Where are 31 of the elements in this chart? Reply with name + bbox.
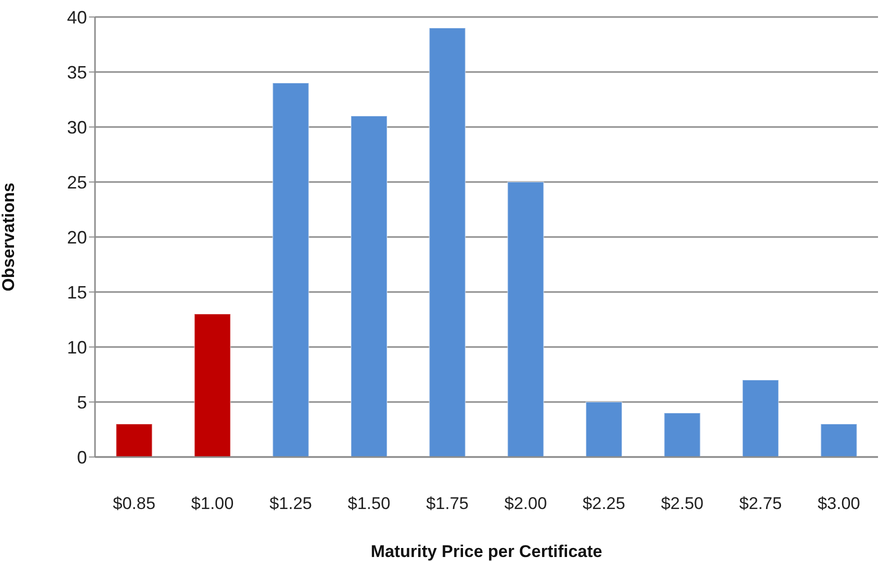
bar bbox=[116, 424, 153, 457]
y-tick-label: 0 bbox=[76, 447, 87, 468]
bar bbox=[428, 28, 466, 457]
x-tick-label: $2.25 bbox=[582, 494, 626, 514]
y-tick-label: 25 bbox=[66, 172, 87, 192]
x-tick-label: $1.75 bbox=[426, 494, 469, 514]
y-tick-label: 20 bbox=[66, 227, 87, 248]
bar bbox=[585, 402, 622, 457]
bar bbox=[350, 116, 388, 457]
x-tick-label: $1.50 bbox=[348, 494, 390, 514]
bar bbox=[664, 412, 701, 457]
bar bbox=[507, 182, 544, 457]
bar bbox=[820, 424, 858, 457]
y-tick-label: 5 bbox=[76, 392, 87, 412]
y-axis-title: Observations bbox=[0, 182, 18, 292]
bar bbox=[272, 82, 310, 457]
bar bbox=[194, 314, 231, 457]
y-tick-label: 30 bbox=[66, 117, 87, 138]
x-tick-label: $2.50 bbox=[660, 494, 704, 514]
x-tick-label: $2.00 bbox=[504, 494, 547, 514]
x-tick-label: $3.00 bbox=[818, 494, 860, 514]
y-tick-label: 15 bbox=[66, 282, 87, 302]
y-tick-label: 35 bbox=[66, 62, 87, 82]
x-axis-title: Maturity Price per Certificate bbox=[370, 542, 602, 561]
x-tick-label: $1.25 bbox=[269, 494, 312, 514]
y-tick-label: 40 bbox=[66, 7, 87, 28]
x-tick-label: $0.85 bbox=[112, 494, 156, 514]
x-tick-label: $1.00 bbox=[191, 494, 234, 514]
bar bbox=[742, 380, 780, 457]
x-tick-label: $2.75 bbox=[739, 494, 782, 514]
y-tick-label: 10 bbox=[66, 337, 87, 358]
